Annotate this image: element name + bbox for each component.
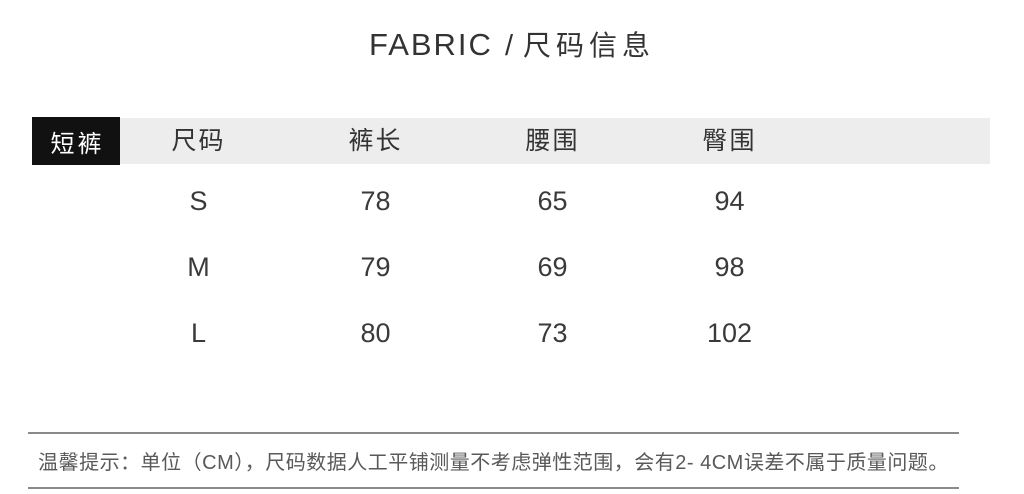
cell-waist: 73 [537, 318, 568, 348]
size-table: 短裤 尺码 裤长 腰围 臀围 S 78 65 94 M 79 69 98 L 8… [32, 117, 990, 366]
column-headers: 尺码 裤长 腰围 臀围 [110, 117, 818, 165]
category-badge: 短裤 [32, 117, 120, 165]
table-row-s: S 78 65 94 [110, 168, 990, 234]
table-row-l: L 80 73 102 [110, 300, 990, 366]
column-header-size: 尺码 [171, 127, 226, 155]
cell-size: M [187, 252, 210, 282]
cell-waist: 65 [537, 186, 568, 216]
measurement-note: 温馨提示：单位（CM），尺码数据人工平铺测量不考虑弹性范围，会有2- 4CM误差… [28, 432, 959, 489]
column-header-hip: 臀围 [702, 127, 757, 155]
cell-pants-length: 78 [360, 186, 391, 216]
header-row-background [120, 118, 990, 164]
cell-size: L [190, 318, 207, 348]
cell-hip: 98 [714, 252, 745, 282]
cell-hip: 94 [714, 186, 745, 216]
cell-pants-length: 80 [360, 318, 391, 348]
title-separator: / [504, 30, 513, 62]
measurement-note-text: 温馨提示：单位（CM），尺码数据人工平铺测量不考虑弹性范围，会有2- 4CM误差… [38, 452, 949, 474]
cell-pants-length: 79 [360, 252, 391, 282]
cell-size: S [189, 186, 208, 216]
column-header-pants-length: 裤长 [348, 127, 403, 155]
title-chinese: 尺码信息 [523, 30, 656, 61]
cell-hip: 102 [706, 318, 753, 348]
page-title: FABRIC / 尺码信息 [0, 24, 1024, 64]
table-row-m: M 79 69 98 [110, 234, 990, 300]
column-header-waist: 腰围 [525, 127, 580, 155]
cell-waist: 69 [537, 252, 568, 282]
title-english: FABRIC [368, 27, 493, 62]
size-table-header-row: 短裤 尺码 裤长 腰围 臀围 [32, 117, 990, 165]
